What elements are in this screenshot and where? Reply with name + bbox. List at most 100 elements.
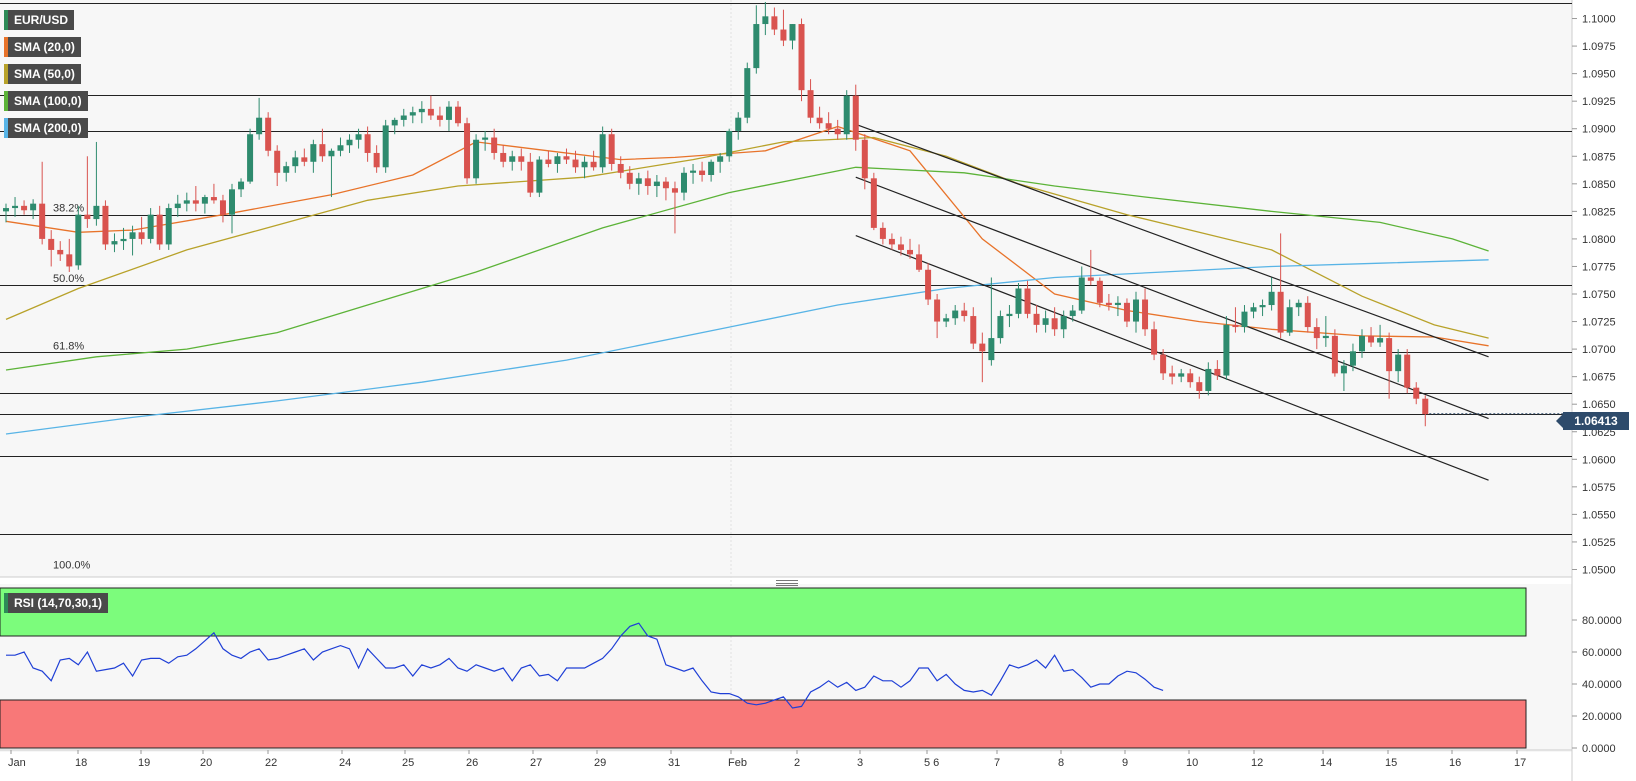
- price-tick-label: 1.0575: [1582, 482, 1616, 494]
- time-axis: Jan 18 19 20 22 24 25 26 27 29 31 Feb 2 3 5 6 7 8 9 10 12 14…: [8, 750, 1526, 769]
- sma-50-legend[interactable]: SMA (50,0): [4, 64, 81, 84]
- candle-body: [1006, 313, 1013, 317]
- candle-body: [391, 119, 398, 126]
- candle-body: [445, 106, 452, 120]
- candle-body: [21, 205, 28, 211]
- candle-body: [825, 123, 832, 129]
- price-tick-label: 1.1000: [1582, 14, 1616, 26]
- candles: [3, 2, 1429, 427]
- fibonacci-label: 38.2%: [53, 203, 84, 215]
- candle-body: [1295, 302, 1302, 308]
- candle-body: [1349, 351, 1356, 366]
- candle-body: [111, 241, 118, 245]
- candle-body: [1359, 335, 1365, 352]
- candle-body: [626, 172, 633, 184]
- candle-body: [879, 227, 886, 239]
- candle-body: [662, 181, 669, 189]
- time-label: 15: [1385, 757, 1397, 769]
- candle-body: [427, 108, 434, 116]
- price-tick-label: 1.0600: [1582, 454, 1616, 466]
- candle-body: [599, 134, 606, 168]
- trend-channel: [855, 123, 1489, 481]
- trend-line: [855, 176, 1489, 420]
- symbol-text: EUR/USD: [14, 13, 69, 27]
- candle-body: [57, 249, 64, 255]
- fibonacci-label: 100.0%: [53, 560, 91, 572]
- rsi-tick-label: 0.0000: [1582, 743, 1616, 755]
- candle-body: [1377, 338, 1384, 343]
- price-tick-label: 1.0800: [1582, 234, 1616, 246]
- time-label: 12: [1251, 757, 1263, 769]
- candle-body: [265, 117, 272, 151]
- candle-body: [690, 170, 697, 173]
- candle-body: [952, 310, 959, 319]
- price-tick-label: 1.0775: [1582, 261, 1616, 273]
- candle-body: [1069, 310, 1076, 317]
- price-tick-label: 1.0550: [1582, 509, 1616, 521]
- candle-body: [1422, 398, 1429, 415]
- rsi-tick-label: 20.0000: [1582, 711, 1622, 723]
- candle-body: [138, 232, 145, 239]
- candle-body: [292, 157, 299, 167]
- candle-body: [165, 208, 172, 245]
- main-pane-background: [0, 0, 1572, 577]
- candle-body: [1160, 354, 1167, 374]
- sma-100-legend[interactable]: SMA (100,0): [4, 91, 88, 111]
- price-tick-label: 1.0700: [1582, 344, 1616, 356]
- rsi-oversold-zone: [0, 699, 1527, 749]
- candle-body: [1151, 329, 1158, 355]
- candle-body: [491, 137, 498, 153]
- fibonacci-label: 61.8%: [53, 340, 84, 352]
- sma-20-legend[interactable]: SMA (20,0): [4, 37, 81, 57]
- candle-body: [102, 205, 109, 245]
- candle-body: [192, 200, 199, 204]
- candle-body: [319, 144, 326, 157]
- sma-200-legend[interactable]: SMA (200,0): [4, 118, 88, 138]
- candle-body: [66, 254, 73, 267]
- time-label: 27: [530, 757, 542, 769]
- symbol-label[interactable]: EUR/USD: [4, 10, 75, 30]
- candle-body: [30, 203, 37, 211]
- candle-body: [1395, 354, 1402, 372]
- candle-body: [156, 214, 163, 245]
- candle-body: [1214, 368, 1221, 376]
- candle-body: [925, 269, 932, 300]
- price-tick-label: 1.0650: [1582, 399, 1616, 411]
- candle-body: [1286, 307, 1293, 333]
- sma-50-swatch: [4, 64, 8, 84]
- price-tick-label: 1.0925: [1582, 96, 1616, 108]
- candle-body: [464, 123, 471, 179]
- time-label: 31: [668, 757, 680, 769]
- candle-body: [870, 178, 877, 228]
- time-label: Feb: [728, 757, 747, 769]
- sma-20-label: SMA (20,0): [14, 40, 75, 54]
- price-axis: 1.05001.05251.05501.05751.06001.06251.06…: [1572, 14, 1616, 576]
- candle-body: [1331, 335, 1338, 374]
- price-tick-label: 1.0500: [1582, 564, 1616, 576]
- candle-body: [328, 150, 335, 157]
- candle-body: [1205, 368, 1212, 391]
- candle-body: [798, 24, 805, 91]
- pane-resize-handle[interactable]: [776, 580, 798, 586]
- candle-body: [229, 189, 235, 215]
- candle-body: [1178, 373, 1185, 377]
- rsi-legend[interactable]: RSI (14,70,30,1): [4, 593, 109, 613]
- candle-body: [1096, 280, 1103, 303]
- candle-body: [147, 214, 154, 239]
- candle-body: [843, 95, 850, 135]
- candle-body: [518, 156, 525, 162]
- candle-body: [608, 134, 615, 164]
- candle-body: [1169, 373, 1176, 377]
- candle-body: [717, 156, 724, 162]
- price-tick-label: 1.0900: [1582, 124, 1616, 136]
- candle-body: [780, 29, 787, 41]
- candle-body: [48, 238, 55, 250]
- candle-body: [84, 214, 91, 220]
- candle-body: [1015, 288, 1022, 314]
- candle-body: [482, 137, 489, 140]
- candle-body: [12, 205, 19, 209]
- time-label: 3: [857, 757, 863, 769]
- rsi-overbought-zone: [0, 587, 1527, 637]
- candle-body: [120, 238, 127, 242]
